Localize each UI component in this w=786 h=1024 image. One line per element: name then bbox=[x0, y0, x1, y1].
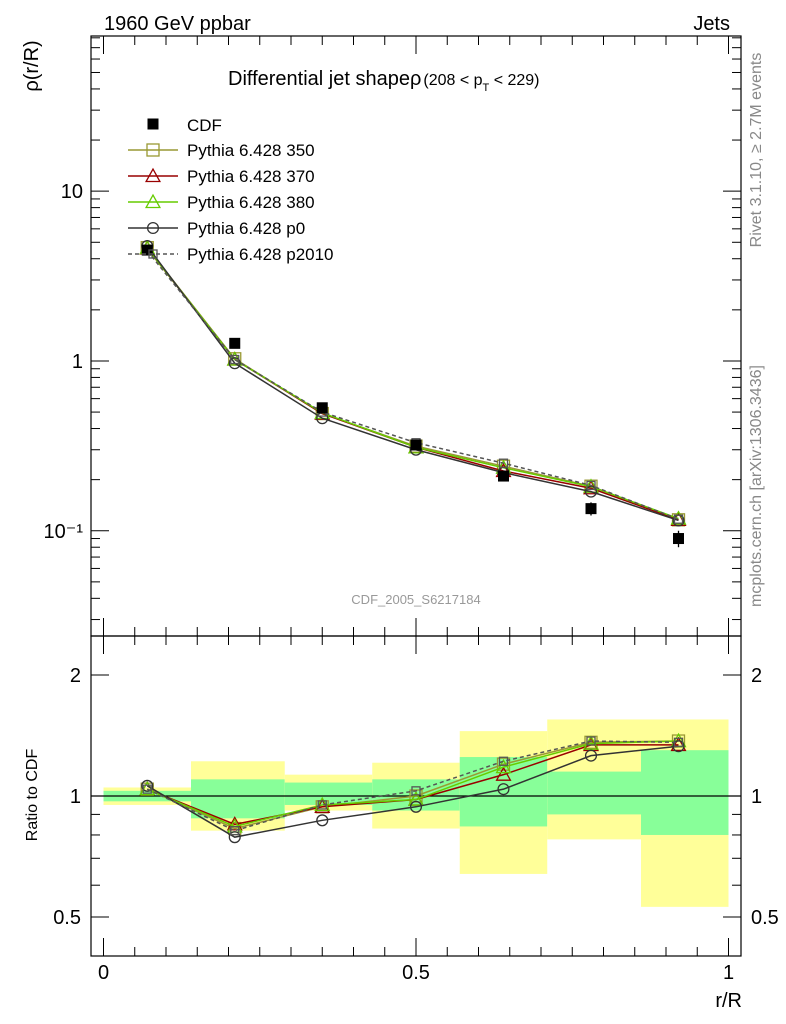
legend-marker-4 bbox=[148, 249, 158, 259]
band-inner bbox=[284, 782, 373, 805]
analysis-watermark: CDF_2005_S6217184 bbox=[351, 592, 480, 607]
series-1-line bbox=[146, 247, 679, 521]
series-4-ratio-point bbox=[230, 826, 240, 836]
series-2-line bbox=[146, 247, 679, 520]
y-tick-label-bottom-right: 0.5 bbox=[751, 907, 779, 929]
series-4-ratio-point bbox=[586, 736, 596, 746]
legend-label-0: Pythia 6.428 350 bbox=[187, 141, 315, 160]
chart-title-range-sub: T bbox=[483, 82, 490, 94]
data-point bbox=[141, 244, 153, 256]
data-point bbox=[410, 439, 422, 451]
rivet-label: Rivet 3.1.10, ≥ 2.7M events bbox=[748, 53, 765, 248]
uncertainty-bands bbox=[91, 719, 741, 907]
header-left: 1960 GeV ppbar bbox=[104, 13, 251, 35]
y-tick-label-bottom-left: 2 bbox=[70, 665, 81, 687]
legend-marker-data bbox=[147, 118, 159, 130]
legend-label-1: Pythia 6.428 370 bbox=[187, 167, 315, 186]
legend-label-data: CDF bbox=[187, 116, 222, 135]
axes: 10 1 10⁻¹ 2 2 1 1 0.5 0.5 0 0.5 1 bbox=[44, 35, 779, 984]
header-right: Jets bbox=[693, 13, 730, 35]
chart-title-rho: ρ bbox=[410, 68, 421, 90]
series-3-ratio-point bbox=[584, 749, 598, 762]
series-0-line bbox=[146, 247, 679, 521]
legend-label-3: Pythia 6.428 p0 bbox=[187, 219, 305, 238]
chart-title-range-close: < 229) bbox=[489, 72, 539, 89]
chart-title: Differential jet shapeρ (208 < pT < 229) bbox=[228, 68, 540, 94]
main-plot-series bbox=[139, 239, 687, 548]
legend-marker-1 bbox=[144, 167, 162, 183]
y-axis-label-bottom: Ratio to CDF bbox=[24, 749, 41, 842]
series-3-line bbox=[146, 245, 679, 522]
series-4-point bbox=[230, 354, 240, 365]
x-tick-label: 0 bbox=[98, 962, 109, 984]
series-4-point bbox=[498, 458, 509, 468]
series-4-point bbox=[673, 514, 684, 524]
y-tick-label-bottom-right: 2 bbox=[751, 665, 762, 687]
band-inner bbox=[547, 771, 641, 815]
y-axis-label-top: ρ(r/R) bbox=[21, 40, 43, 91]
legend-marker-2 bbox=[144, 193, 162, 209]
legend-marker-0 bbox=[146, 143, 160, 157]
series-3-ratio-point bbox=[228, 831, 241, 844]
series-1-ratio-point bbox=[226, 816, 243, 831]
series-4-ratio-point bbox=[142, 784, 152, 794]
y-tick-label-bottom-left: 0.5 bbox=[53, 907, 81, 929]
series-4-point bbox=[586, 480, 596, 491]
mcplots-label: mcplots.cern.ch [arXiv:1306.3436] bbox=[748, 365, 765, 607]
series-3-point bbox=[584, 485, 598, 498]
series-0-ratio-point bbox=[496, 757, 511, 771]
legend-label-4: Pythia 6.428 p2010 bbox=[187, 245, 334, 264]
ratio-plot-series bbox=[139, 732, 687, 844]
band-inner bbox=[641, 750, 729, 835]
x-tick-label: 1 bbox=[723, 962, 734, 984]
data-point bbox=[229, 337, 241, 349]
y-tick-label-top: 1 bbox=[72, 351, 83, 373]
series-3-ratio-line bbox=[146, 745, 679, 838]
series-2-ratio-point bbox=[407, 791, 425, 806]
data-point bbox=[498, 470, 509, 482]
series-1-ratio-point bbox=[495, 766, 512, 781]
data-point bbox=[585, 503, 597, 515]
series-3-ratio-point bbox=[409, 800, 423, 813]
y-tick-label-top: 10⁻¹ bbox=[44, 521, 84, 543]
series-3-ratio-point bbox=[141, 779, 154, 792]
series-4-ratio-line bbox=[146, 740, 679, 832]
legend-label-2: Pythia 6.428 380 bbox=[187, 193, 315, 212]
chart-title-range-open: (208 < p bbox=[423, 72, 482, 89]
legend: CDF Pythia 6.428 350 Pythia 6.428 370 Pythi… bbox=[128, 116, 334, 264]
y-tick-label-bottom-right: 1 bbox=[751, 786, 762, 808]
series-3-ratio-point bbox=[316, 814, 329, 827]
data-point bbox=[673, 533, 684, 545]
legend-marker-3 bbox=[146, 221, 160, 235]
series-3-ratio-point bbox=[497, 783, 510, 796]
data-point bbox=[316, 402, 328, 414]
series-4-line bbox=[146, 250, 679, 520]
y-tick-label-top: 10 bbox=[61, 181, 83, 203]
chart-title-main: Differential jet shape bbox=[228, 68, 410, 90]
x-tick-label: 0.5 bbox=[402, 962, 430, 984]
series-2-ratio-point bbox=[495, 758, 512, 774]
y-tick-label-bottom-left: 1 bbox=[70, 786, 81, 808]
band-inner bbox=[191, 779, 285, 819]
x-axis-label: r/R bbox=[715, 990, 742, 1012]
series-4-ratio-point bbox=[411, 786, 421, 796]
series-4-ratio-point bbox=[317, 800, 327, 810]
series-4-ratio-point bbox=[673, 737, 684, 747]
series-3-ratio-point bbox=[672, 740, 685, 753]
series-0-ratio-line bbox=[146, 740, 679, 830]
series-3-point bbox=[228, 357, 241, 370]
series-4-ratio-point bbox=[498, 756, 509, 766]
